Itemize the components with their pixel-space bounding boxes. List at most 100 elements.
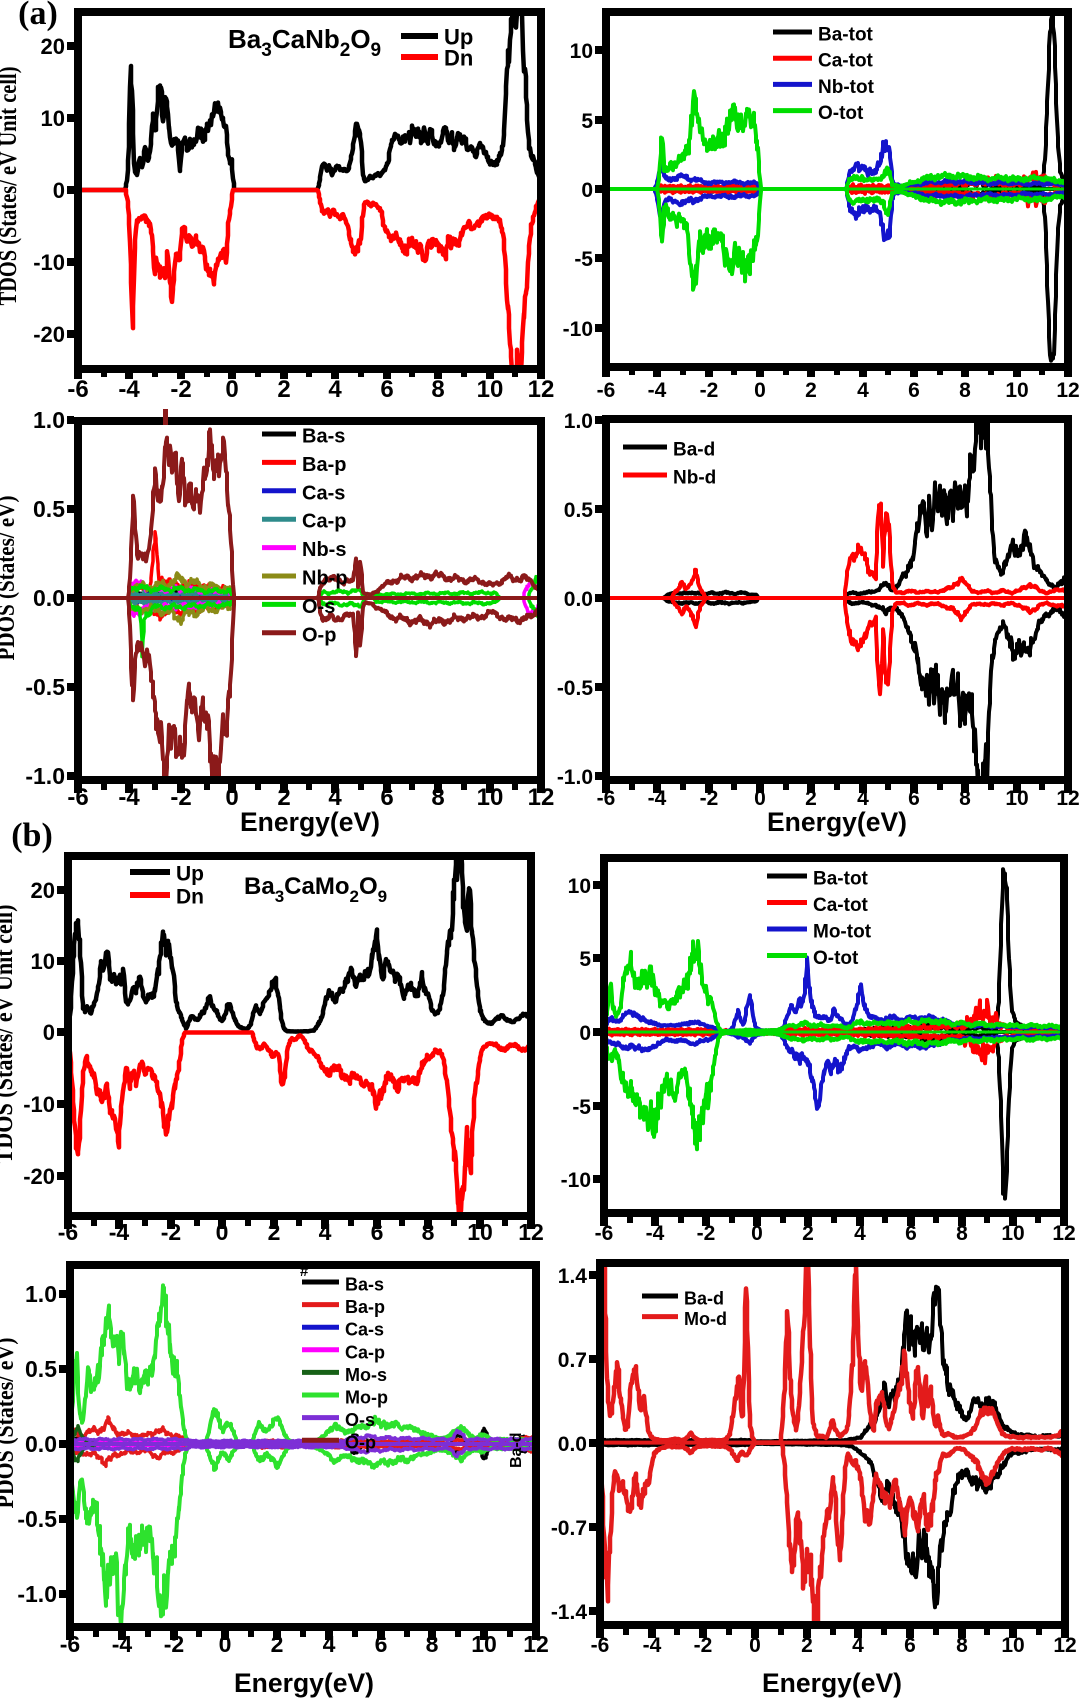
svg-text:4: 4 (852, 1634, 864, 1657)
svg-text:0: 0 (219, 1631, 232, 1657)
svg-text:Ba-tot: Ba-tot (818, 25, 874, 46)
svg-text:Ca-s: Ca-s (302, 482, 345, 504)
svg-text:-6: -6 (597, 379, 616, 402)
svg-text:4: 4 (328, 784, 342, 811)
svg-text:6: 6 (908, 379, 920, 402)
svg-text:-4: -4 (646, 1222, 665, 1245)
svg-text:Dn: Dn (444, 46, 473, 71)
svg-text:-2: -2 (170, 784, 191, 811)
svg-text:-6: -6 (595, 1222, 614, 1245)
svg-text:TDOS (States/ eV Unit cell): TDOS (States/ eV Unit cell) (0, 905, 18, 1164)
svg-text:10: 10 (31, 949, 55, 974)
svg-text:-4: -4 (648, 379, 667, 402)
svg-text:0.0: 0.0 (33, 585, 65, 611)
svg-text:Ca-tot: Ca-tot (818, 51, 874, 72)
svg-text:12: 12 (1056, 379, 1079, 402)
svg-text:5: 5 (581, 110, 593, 133)
svg-text:Energy(eV): Energy(eV) (240, 807, 380, 837)
svg-text:Mo-p: Mo-p (345, 1388, 388, 1408)
svg-text:10: 10 (41, 106, 65, 131)
svg-text:0.5: 0.5 (25, 1356, 57, 1382)
svg-text:O-p: O-p (302, 624, 336, 646)
svg-text:Up: Up (444, 25, 473, 50)
svg-text:Ba-d: Ba-d (508, 1432, 525, 1468)
svg-text:-2: -2 (697, 1222, 716, 1245)
svg-text:1.0: 1.0 (25, 1281, 57, 1307)
svg-text:0: 0 (581, 179, 593, 202)
svg-text:-20: -20 (23, 1164, 55, 1189)
svg-text:-2: -2 (694, 1634, 713, 1657)
svg-text:12: 12 (528, 376, 555, 403)
svg-text:0.0: 0.0 (25, 1431, 57, 1457)
svg-text:5: 5 (579, 948, 591, 971)
svg-text:10: 10 (1001, 1222, 1024, 1245)
svg-text:8: 8 (431, 784, 444, 811)
svg-text:0.0: 0.0 (558, 1433, 587, 1456)
svg-text:PDOS (States/ eV): PDOS (States/ eV) (0, 1338, 19, 1509)
svg-text:6: 6 (905, 1222, 917, 1245)
svg-text:Energy(eV): Energy(eV) (762, 1668, 902, 1698)
svg-text:8: 8 (422, 1219, 435, 1245)
svg-text:-1.4: -1.4 (551, 1601, 588, 1624)
svg-text:6: 6 (375, 1631, 388, 1657)
svg-text:TDOS (States/ eV Unit cell): TDOS (States/ eV Unit cell) (0, 67, 22, 306)
svg-text:-2: -2 (164, 1631, 184, 1657)
svg-text:-10: -10 (563, 318, 593, 341)
svg-text:4: 4 (319, 1219, 332, 1245)
svg-text:-0.5: -0.5 (557, 677, 594, 700)
svg-text:10: 10 (1005, 787, 1028, 810)
svg-text:-0.5: -0.5 (25, 674, 65, 700)
svg-text:Mo-s: Mo-s (345, 1365, 387, 1385)
svg-text:Ba-s: Ba-s (302, 426, 345, 448)
svg-text:2: 2 (277, 784, 290, 811)
svg-text:-0.7: -0.7 (551, 1517, 587, 1540)
svg-text:-4: -4 (643, 1634, 662, 1657)
svg-text:0.0: 0.0 (564, 588, 593, 611)
svg-text:2: 2 (801, 1634, 813, 1657)
svg-text:-5: -5 (572, 1096, 591, 1119)
svg-text:1.0: 1.0 (33, 407, 65, 433)
svg-text:8: 8 (426, 1631, 439, 1657)
svg-text:-1.0: -1.0 (25, 763, 65, 789)
svg-text:2: 2 (802, 1222, 814, 1245)
svg-text:0: 0 (749, 1634, 761, 1657)
svg-text:4: 4 (857, 379, 869, 402)
svg-text:O-tot: O-tot (813, 948, 859, 969)
svg-text:Nb-p: Nb-p (302, 568, 348, 590)
svg-text:10: 10 (568, 875, 591, 898)
svg-text:O-tot: O-tot (818, 103, 864, 124)
svg-text:-4: -4 (118, 784, 140, 811)
svg-text:-10: -10 (561, 1169, 591, 1192)
svg-text:2: 2 (271, 1631, 284, 1657)
svg-text:1.4: 1.4 (558, 1265, 588, 1288)
svg-text:Dn: Dn (176, 886, 204, 909)
svg-text:10: 10 (570, 40, 593, 63)
svg-text:8: 8 (959, 787, 971, 810)
svg-text:12: 12 (1053, 1634, 1076, 1657)
svg-text:0: 0 (43, 1020, 55, 1045)
svg-text:0: 0 (225, 784, 238, 811)
svg-text:-6: -6 (597, 787, 616, 810)
svg-text:Ca-p: Ca-p (345, 1342, 385, 1362)
svg-text:-10: -10 (23, 1092, 55, 1117)
svg-text:8: 8 (956, 1634, 968, 1657)
svg-text:4: 4 (854, 1222, 866, 1245)
svg-text:0: 0 (53, 178, 65, 203)
svg-text:-10: -10 (33, 250, 65, 275)
svg-text:8: 8 (959, 379, 971, 402)
svg-text:Nb-tot: Nb-tot (818, 77, 875, 98)
svg-text:20: 20 (41, 34, 65, 59)
svg-text:Mo-d: Mo-d (684, 1309, 727, 1329)
svg-text:12: 12 (518, 1219, 544, 1245)
svg-text:-4: -4 (112, 1631, 133, 1657)
svg-text:1.0: 1.0 (564, 410, 593, 433)
svg-text:0: 0 (751, 1222, 763, 1245)
svg-text:0: 0 (579, 1022, 591, 1045)
svg-text:Ba-s: Ba-s (345, 1275, 384, 1295)
svg-text:0: 0 (754, 787, 766, 810)
svg-text:Energy(eV): Energy(eV) (767, 807, 907, 837)
svg-text:Mo-tot: Mo-tot (813, 922, 872, 943)
svg-text:-1.0: -1.0 (17, 1581, 57, 1607)
svg-text:O-s: O-s (345, 1410, 375, 1430)
svg-text:10: 10 (477, 784, 504, 811)
